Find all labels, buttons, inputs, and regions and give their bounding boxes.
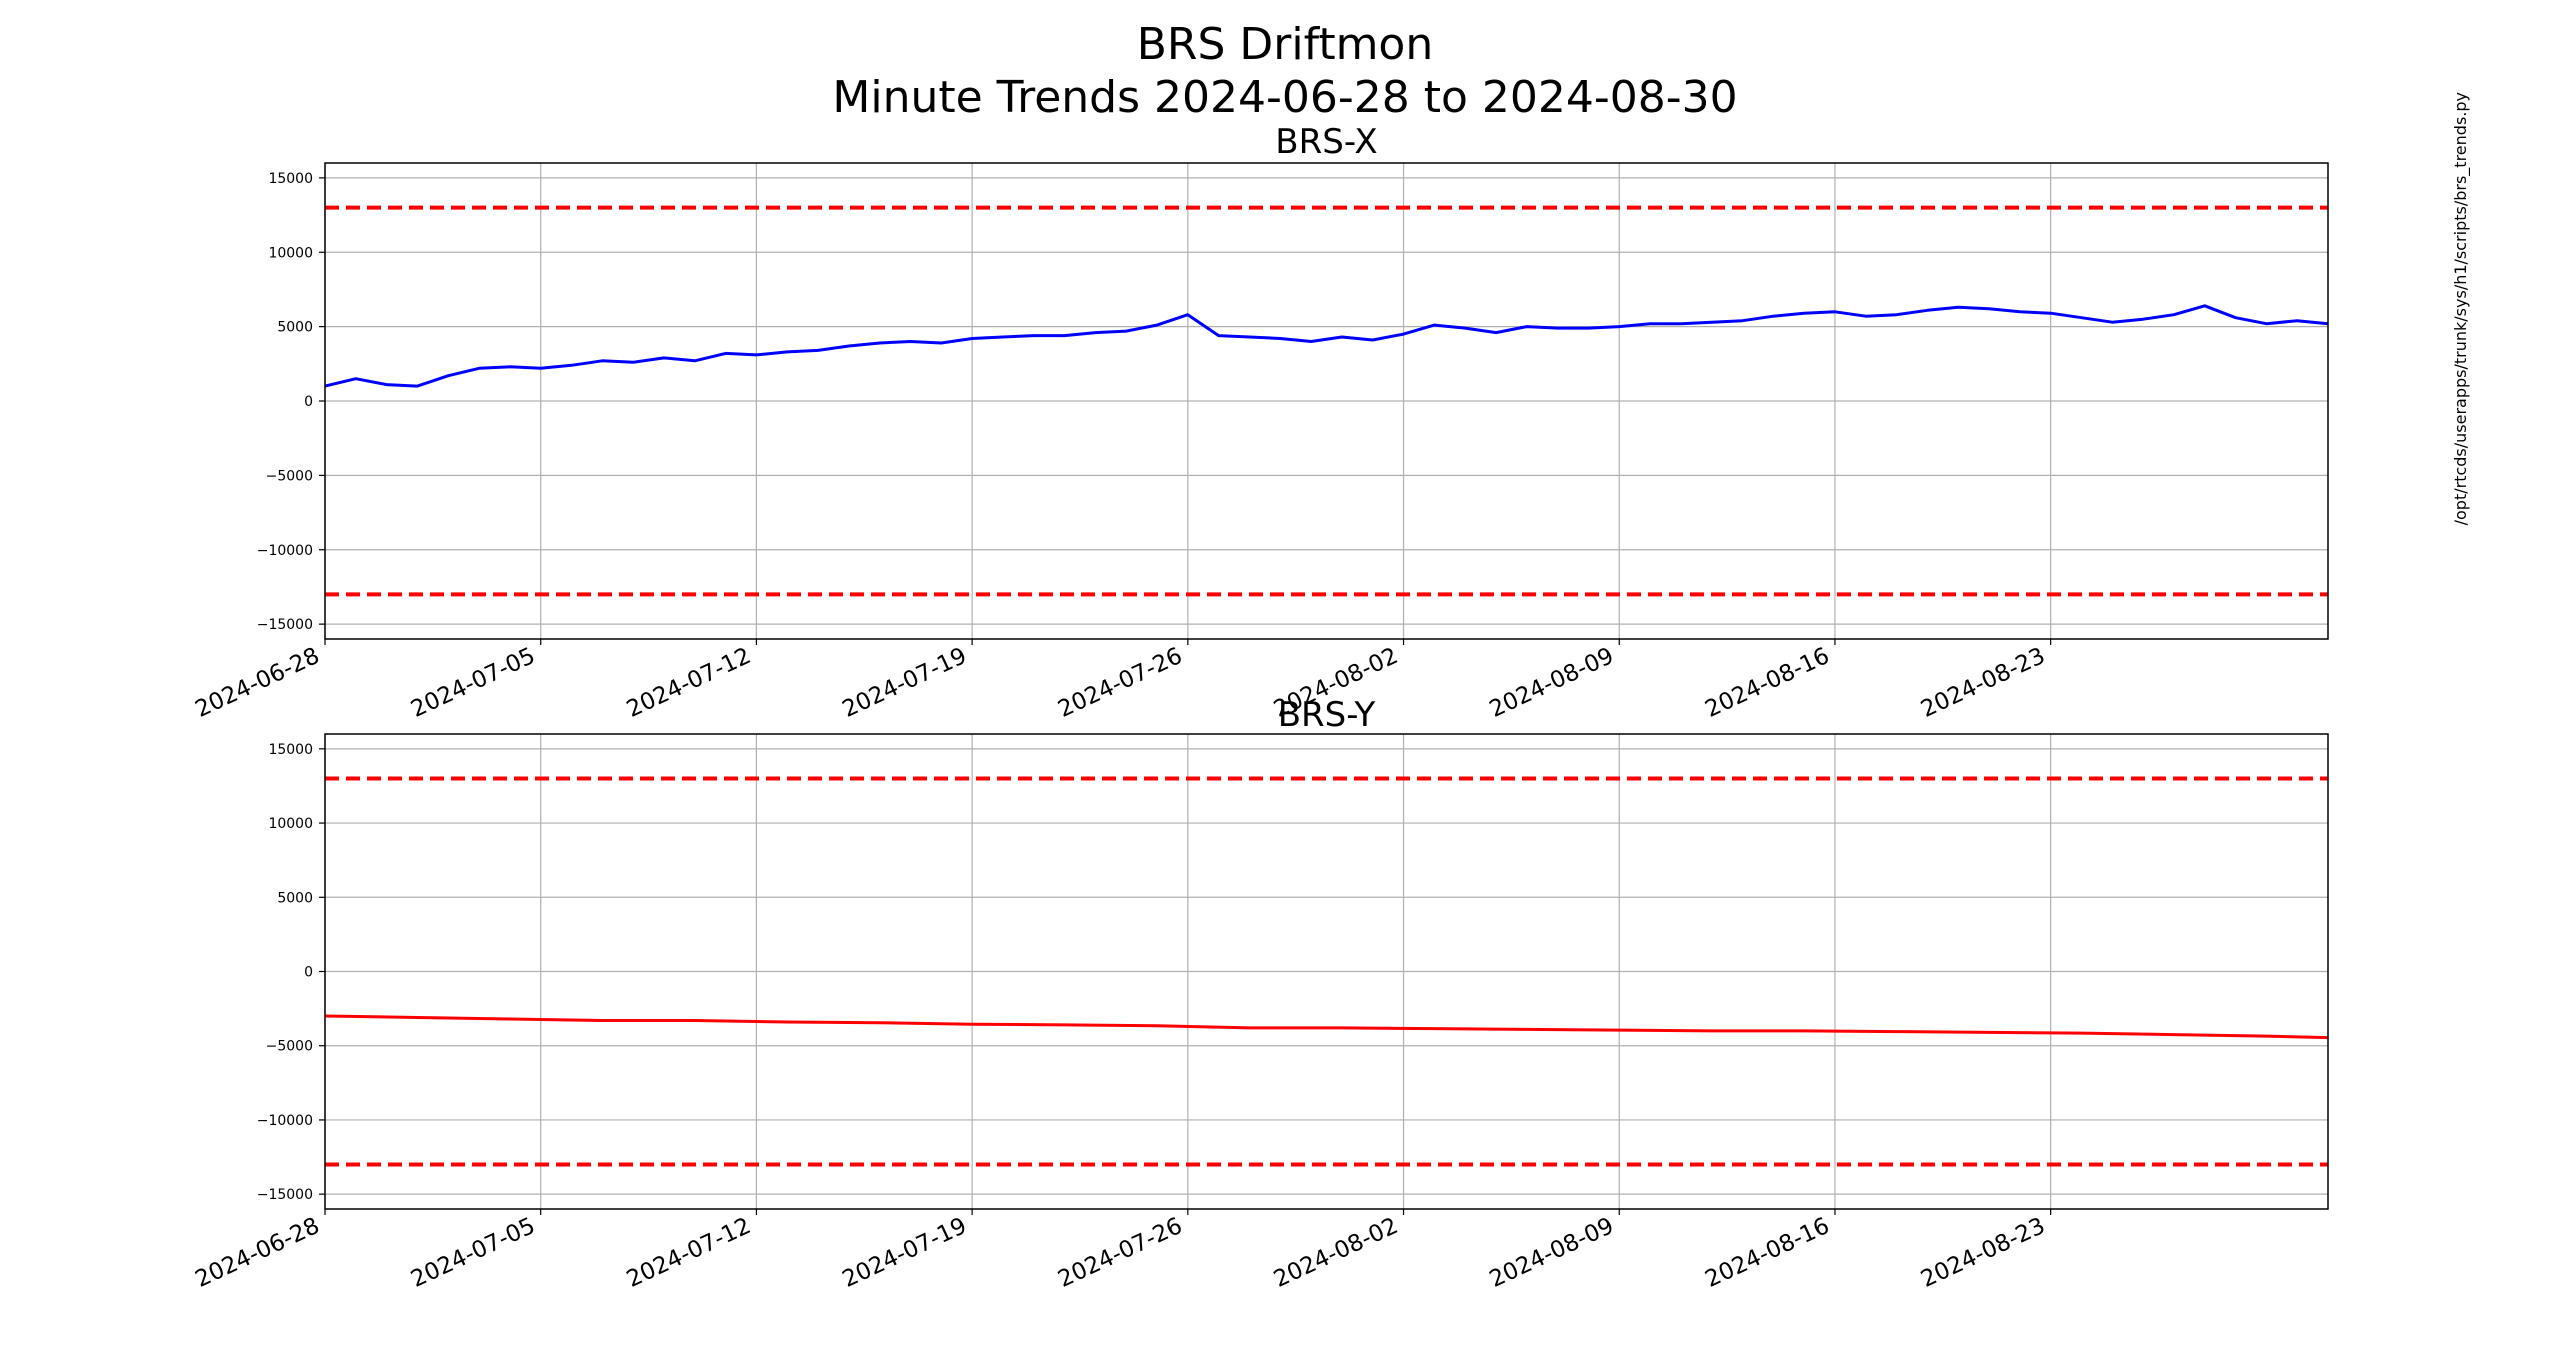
axes-frame [324,733,2329,1210]
y-tick-label: −15000 [257,1187,313,1203]
x-tick-label: 2024-08-23 [1917,1213,2049,1293]
y-tick-label: 5000 [277,890,313,906]
x-tick-label: 2024-08-02 [1270,1213,1402,1293]
script-path-note: /opt/rtcds/userapps/trunk/sys/h1/scripts… [2451,92,2471,525]
y-tick-label: −5000 [266,468,313,484]
axes-frame [324,162,2329,640]
x-tick-label: 2024-06-28 [191,643,323,723]
x-tick-label: 2024-07-19 [839,643,971,723]
x-tick-label: 2024-07-26 [1054,643,1186,723]
y-tick-label: 0 [304,965,313,981]
y-tick-label: −5000 [266,1039,313,1055]
x-tick-label: 2024-08-16 [1701,1213,1833,1293]
y-tick-label: 10000 [268,816,313,832]
x-tick-label: 2024-08-09 [1486,643,1618,723]
figure-title-line2: Minute Trends 2024-06-28 to 2024-08-30 [832,72,1737,123]
x-tick-label: 2024-07-05 [407,1213,539,1293]
brs-y-panel: BRS-Y 15000 10000 5000 0 −5000 −10000 −15000 202… [191,695,2329,1293]
y-tick-label: −10000 [257,543,313,559]
x-tick-label: 2024-07-05 [407,643,539,723]
brs-x-panel: BRS-X 15000 10000 5000 0 −5000 −10000 −15000 202… [191,122,2329,723]
y-tick-label: −10000 [257,1113,313,1129]
panel-title: BRS-Y [1278,695,1376,735]
series-line [324,304,2329,388]
y-tick-label: 15000 [268,742,313,758]
y-tick-label: 10000 [268,245,313,261]
x-tick-label: 2024-08-23 [1917,643,2049,723]
panel-title: BRS-X [1275,122,1377,162]
y-tick-label: −15000 [257,617,313,633]
x-tick-label: 2024-07-12 [623,643,755,723]
figure-title-line1: BRS Driftmon [1137,19,1434,70]
x-tick-label: 2024-07-19 [839,1213,971,1293]
x-tick-label: 2024-08-09 [1486,1213,1618,1293]
y-tick-label: 0 [304,394,313,410]
x-tick-label: 2024-08-16 [1701,643,1833,723]
y-tick-label: 5000 [277,320,313,336]
series-line [324,1014,2329,1040]
x-tick-label: 2024-07-26 [1054,1213,1186,1293]
x-tick-label: 2024-06-28 [191,1213,323,1293]
y-tick-label: 15000 [268,171,313,187]
x-tick-label: 2024-07-12 [623,1213,755,1293]
